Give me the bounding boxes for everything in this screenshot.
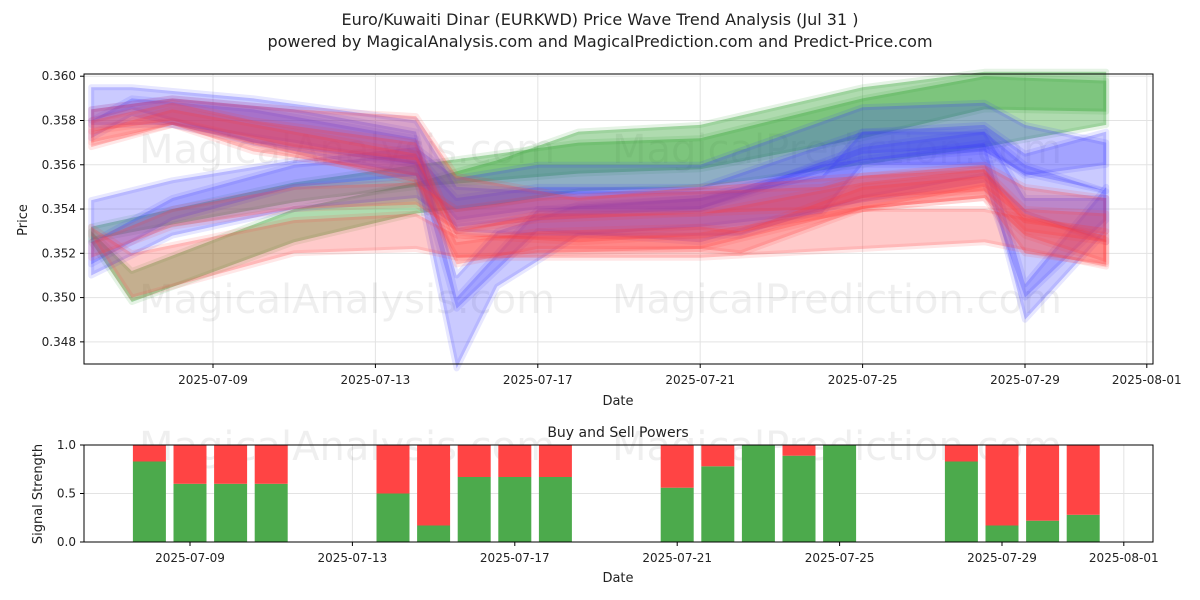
sell-bar: [376, 445, 410, 494]
sell-bar: [701, 445, 735, 467]
sell-bar: [214, 445, 248, 484]
watermark-prediction-mid: MagicalPrediction.com: [612, 277, 1062, 323]
signal-y-axis-label: Signal Strength: [31, 444, 46, 544]
buy-bar: [1066, 514, 1100, 542]
price-y-tick-label: 0.348: [42, 335, 76, 349]
chart-title: Euro/Kuwaiti Dinar (EURKWD) Price Wave T…: [342, 10, 859, 29]
price-y-tick-label: 0.352: [42, 246, 76, 260]
signal-y-tick-label: 0.0: [57, 535, 76, 549]
sell-bar: [1066, 445, 1100, 515]
price-band-blue-3: [88, 84, 1110, 246]
sell-bar: [660, 445, 694, 488]
price-y-tick-label: 0.360: [42, 69, 76, 83]
buy-bar: [457, 477, 491, 542]
price-bands: [88, 68, 1110, 372]
price-x-tick-label: 2025-07-25: [828, 373, 898, 387]
sell-bar: [173, 445, 207, 484]
price-grid: [84, 74, 1153, 364]
buy-bar: [376, 493, 410, 542]
price-x-tick-label: 2025-07-21: [665, 373, 735, 387]
signal-y-tick-label: 1.0: [57, 438, 76, 452]
price-x-tick-label: 2025-07-29: [990, 373, 1060, 387]
price-y-ticks: 0.348 0.350 0.352 0.354 0.356 0.358 0.360: [42, 69, 84, 349]
signal-x-tick-label: 2025-07-29: [967, 551, 1037, 565]
buy-bar: [782, 455, 816, 542]
sell-bar: [782, 445, 816, 456]
price-band-blue-6: [88, 121, 1110, 268]
sell-bar: [985, 445, 1019, 526]
price-y-tick-label: 0.356: [42, 158, 76, 172]
watermark-analysis-top: MagicalAnalysis.com: [139, 127, 555, 173]
sell-bar: [498, 445, 532, 477]
signal-x-tick-label: 2025-07-17: [480, 551, 550, 565]
price-y-tick-label: 0.350: [42, 291, 76, 305]
price-band-red-9: [88, 99, 1110, 268]
sell-bar: [944, 445, 978, 462]
price-y-axis-label: Price: [16, 204, 31, 236]
sell-bar: [417, 445, 451, 526]
buy-bar: [132, 461, 166, 542]
price-band-green-0: [88, 68, 1110, 305]
price-band-red-8: [88, 95, 1110, 246]
buy-bar: [254, 483, 288, 542]
buy-bar: [538, 477, 572, 542]
sell-bar: [132, 445, 166, 462]
price-x-ticks: 2025-07-09 2025-07-13 2025-07-17 2025-07-21…: [178, 364, 1182, 387]
buy-bar: [173, 483, 207, 542]
signal-x-tick-label: 2025-07-25: [805, 551, 875, 565]
price-plot-frame: [83, 73, 1154, 365]
signal-x-tick-label: 2025-08-01: [1089, 551, 1159, 565]
signal-plot: Buy and Sell Powers MagicalAnalysis.com …: [31, 424, 1159, 586]
buy-bar: [660, 487, 694, 542]
signal-x-ticks: 2025-07-09 2025-07-13 2025-07-17 2025-07-21…: [155, 542, 1159, 565]
buy-bar: [823, 445, 857, 542]
signal-x-tick-label: 2025-07-21: [642, 551, 712, 565]
buy-bar: [1026, 520, 1060, 542]
buy-bar: [985, 525, 1019, 542]
price-band-red-7: [88, 206, 1110, 301]
price-band-red-10: [88, 166, 1110, 261]
price-plot-background: [84, 74, 1153, 364]
buy-bar: [214, 483, 248, 542]
price-x-tick-label: 2025-07-13: [341, 373, 411, 387]
price-x-axis-label: Date: [602, 394, 633, 409]
price-y-tick-label: 0.358: [42, 113, 76, 127]
sell-bar: [254, 445, 288, 484]
chart-subtitle: powered by MagicalAnalysis.com and Magic…: [267, 32, 932, 51]
signal-x-tick-label: 2025-07-13: [318, 551, 388, 565]
price-y-tick-label: 0.354: [42, 202, 76, 216]
price-band-red-11: [88, 106, 1110, 266]
signal-plot-title: Buy and Sell Powers: [547, 425, 688, 441]
buy-bar: [741, 445, 775, 542]
price-band-green-1: [88, 73, 1110, 243]
buy-bar: [701, 466, 735, 542]
sell-bar: [457, 445, 491, 477]
buy-bar: [944, 461, 978, 542]
signal-bars: [132, 445, 1100, 542]
sell-bar: [1026, 445, 1060, 521]
watermark-analysis-mid: MagicalAnalysis.com: [139, 277, 555, 323]
price-band-blue-5: [88, 95, 1110, 312]
price-x-tick-label: 2025-07-17: [503, 373, 573, 387]
watermark-prediction-top: MagicalPrediction.com: [612, 127, 1062, 173]
signal-y-ticks: 0.0 0.5 1.0: [57, 438, 84, 549]
price-x-tick-label: 2025-08-01: [1112, 373, 1182, 387]
price-plot: MagicalAnalysis.com MagicalPrediction.co…: [16, 68, 1182, 409]
price-x-tick-label: 2025-07-09: [178, 373, 248, 387]
signal-y-tick-label: 0.5: [57, 487, 76, 501]
price-band-blue-2: [88, 99, 1110, 279]
buy-bar: [498, 477, 532, 542]
sell-bar: [538, 445, 572, 477]
buy-bar: [417, 525, 451, 542]
signal-x-axis-label: Date: [602, 571, 633, 586]
signal-x-tick-label: 2025-07-09: [155, 551, 225, 565]
price-watermarks: MagicalAnalysis.com MagicalPrediction.co…: [139, 127, 1062, 323]
price-band-blue-4: [88, 95, 1110, 372]
